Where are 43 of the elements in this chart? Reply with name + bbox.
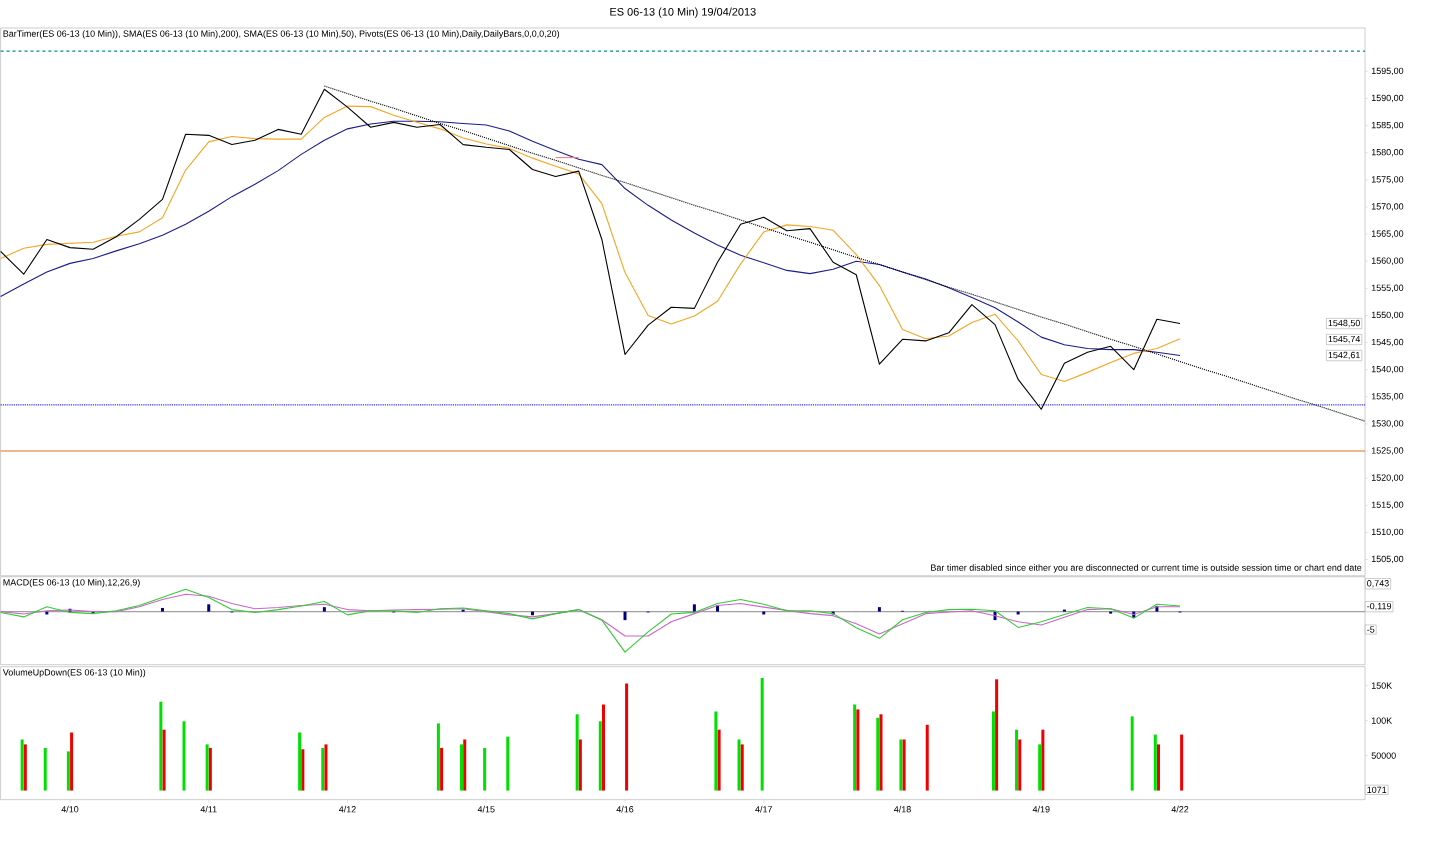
x-tick-label: 4/11 xyxy=(200,806,217,813)
y-tick-label: 1550,00 xyxy=(1371,311,1404,320)
y-tick-label: 1545,00 xyxy=(1371,339,1404,347)
y-tick-label: 1505,00 xyxy=(1371,555,1404,564)
x-tick-label: 4/19 xyxy=(1032,806,1050,813)
y-tick-label: 1565,00 xyxy=(1371,230,1404,238)
y-tick-label: 1540,00 xyxy=(1371,366,1404,374)
annotation: 1542,61 xyxy=(1328,352,1360,360)
x-tick-label: 4/17 xyxy=(755,806,773,813)
text: -5 xyxy=(1367,626,1375,633)
y-tick-label: 100K xyxy=(1371,717,1393,724)
x-tick-label: 4/12 xyxy=(338,806,356,813)
y-tick-label: 1535,00 xyxy=(1371,393,1404,401)
y-tick-label: 1570,00 xyxy=(1371,203,1404,211)
text: MACD(ES 06-13 (10 Min),12,26,9) xyxy=(3,579,140,588)
y-tick-label: 1555,00 xyxy=(1371,284,1404,293)
chart-title: ES 06-13 (10 Min) 19/04/2013 xyxy=(610,7,756,18)
text: 0,743 xyxy=(1367,580,1389,588)
x-tick-label: 4/18 xyxy=(894,806,911,813)
annotation: BarTimer(ES 06-13 (10 Min)), SMA(ES 06-13 (10 Min),200), SMA(ES 06-13 (10 Min),50), Pivots(ES 06-13 (10 Min),Daily,DailyBars,0,0,0,20) xyxy=(3,30,560,39)
y-tick-label: 1585,00 xyxy=(1371,122,1404,130)
y-tick-label: 1510,00 xyxy=(1371,528,1404,537)
y-tick-label: 1590,00 xyxy=(1371,94,1404,103)
y-tick-label: 1595,00 xyxy=(1371,67,1404,76)
y-tick-label: 50000 xyxy=(1371,752,1396,759)
y-tick-label: 1575,00 xyxy=(1371,176,1404,184)
y-tick-label: 150K xyxy=(1371,682,1393,689)
annotation: 1545,74 xyxy=(1328,336,1361,344)
x-tick-label: 4/10 xyxy=(61,806,79,813)
y-tick-label: 1520,00 xyxy=(1371,474,1404,482)
y-tick-label: 1560,00 xyxy=(1371,257,1404,266)
y-tick-label: 1580,00 xyxy=(1371,149,1404,157)
annotation: 1548,50 xyxy=(1328,320,1360,328)
annotation: VolumeUpDown(ES 06-13 (10 Min)) xyxy=(2,669,146,678)
x-tick-label: 4/15 xyxy=(477,806,495,813)
x-tick-label: 4/22 xyxy=(1171,806,1189,813)
y-tick-label: 1515,00 xyxy=(1371,501,1404,510)
y-tick-label: 1525,00 xyxy=(1371,447,1404,455)
annotation: Bar timer disabled since either you are disconnected or current time is outside session time or chart end date xyxy=(931,564,1362,573)
x-tick-label: 4/16 xyxy=(616,806,634,813)
annotation: 1071 xyxy=(1367,786,1387,794)
text: -0,119 xyxy=(1367,603,1392,611)
y-tick-label: 1530,00 xyxy=(1371,420,1404,428)
